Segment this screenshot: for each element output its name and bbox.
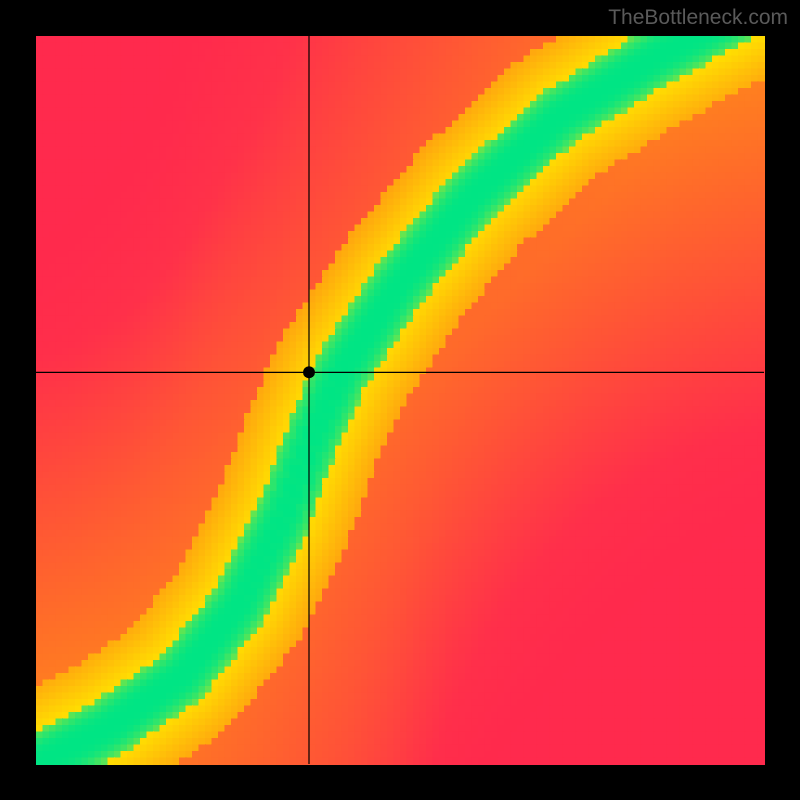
attribution-text: TheBottleneck.com xyxy=(608,6,788,30)
chart-container: TheBottleneck.com xyxy=(0,0,800,800)
bottleneck-heatmap xyxy=(0,0,800,800)
